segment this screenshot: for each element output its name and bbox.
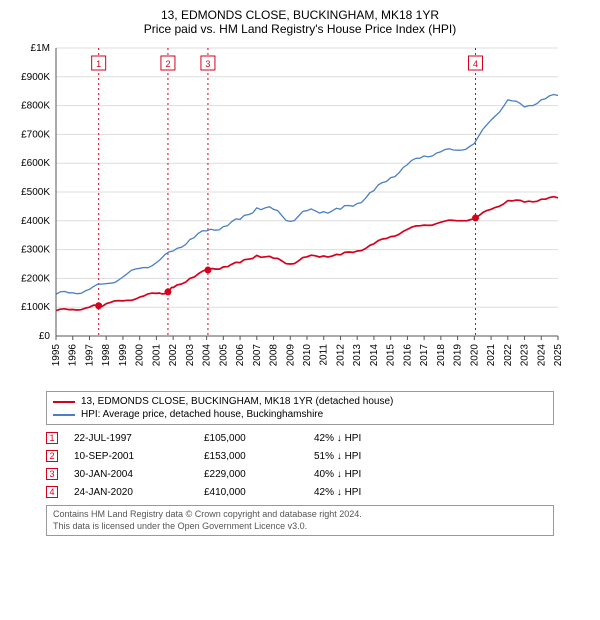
transaction-price: £105,000: [204, 433, 314, 444]
svg-text:2007: 2007: [252, 344, 263, 367]
svg-text:2009: 2009: [285, 344, 296, 367]
svg-text:2005: 2005: [218, 344, 229, 367]
svg-text:£900K: £900K: [21, 72, 50, 83]
svg-text:2006: 2006: [235, 344, 246, 367]
svg-text:2003: 2003: [185, 344, 196, 367]
svg-text:2012: 2012: [335, 344, 346, 367]
svg-text:2020: 2020: [469, 344, 480, 367]
svg-text:2013: 2013: [352, 344, 363, 367]
svg-text:1998: 1998: [101, 344, 112, 367]
price-chart: £0 £100K £200K £300K £400K £500K £600K £700K £80…: [10, 42, 590, 387]
svg-text:2017: 2017: [419, 344, 430, 367]
transaction-marker-4: 4: [46, 486, 58, 498]
legend-label-property: 13, EDMONDS CLOSE, BUCKINGHAM, MK18 1YR …: [81, 396, 393, 407]
svg-text:2018: 2018: [436, 344, 447, 367]
transaction-marker-3: 3: [46, 468, 58, 480]
svg-text:£0: £0: [39, 331, 51, 342]
svg-text:£500K: £500K: [21, 187, 50, 198]
transaction-price: £410,000: [204, 487, 314, 498]
table-row: 2 10-SEP-2001 £153,000 51% ↓ HPI: [46, 447, 554, 465]
legend-item-property: 13, EDMONDS CLOSE, BUCKINGHAM, MK18 1YR …: [53, 395, 547, 408]
svg-text:2002: 2002: [168, 344, 179, 367]
legend-swatch-hpi: [53, 414, 75, 416]
svg-text:1999: 1999: [118, 344, 129, 367]
transaction-date: 22-JUL-1997: [74, 433, 204, 444]
svg-text:2001: 2001: [151, 344, 162, 367]
svg-text:2000: 2000: [135, 344, 146, 367]
transaction-diff: 42% ↓ HPI: [314, 433, 361, 444]
svg-text:£300K: £300K: [21, 245, 50, 256]
svg-text:2014: 2014: [369, 344, 380, 367]
svg-text:2025: 2025: [553, 344, 564, 367]
transactions-table: 1 22-JUL-1997 £105,000 42% ↓ HPI 2 10-SE…: [46, 429, 554, 501]
svg-text:4: 4: [473, 59, 478, 69]
transaction-marker-2: 2: [46, 450, 58, 462]
svg-text:2024: 2024: [536, 344, 547, 367]
table-row: 4 24-JAN-2020 £410,000 42% ↓ HPI: [46, 483, 554, 501]
svg-text:2016: 2016: [402, 344, 413, 367]
svg-text:1996: 1996: [68, 344, 79, 367]
legend-swatch-property: [53, 401, 75, 403]
svg-text:£100K: £100K: [21, 302, 50, 313]
svg-text:2004: 2004: [202, 344, 213, 367]
svg-text:1: 1: [96, 59, 101, 69]
legend-item-hpi: HPI: Average price, detached house, Buck…: [53, 408, 547, 421]
legend-label-hpi: HPI: Average price, detached house, Buck…: [81, 409, 323, 420]
svg-text:£400K: £400K: [21, 216, 50, 227]
transaction-date: 10-SEP-2001: [74, 451, 204, 462]
svg-text:2019: 2019: [453, 344, 464, 367]
svg-text:2022: 2022: [503, 344, 514, 367]
table-row: 3 30-JAN-2004 £229,000 40% ↓ HPI: [46, 465, 554, 483]
svg-text:1997: 1997: [84, 344, 95, 367]
svg-text:2015: 2015: [386, 344, 397, 367]
svg-text:2010: 2010: [302, 344, 313, 367]
transaction-price: £153,000: [204, 451, 314, 462]
svg-text:2: 2: [165, 59, 170, 69]
svg-text:£200K: £200K: [21, 273, 50, 284]
svg-text:£1M: £1M: [31, 43, 50, 54]
svg-text:£700K: £700K: [21, 129, 50, 140]
svg-text:2008: 2008: [269, 344, 280, 367]
transaction-price: £229,000: [204, 469, 314, 480]
transaction-diff: 51% ↓ HPI: [314, 451, 361, 462]
footer-attribution: Contains HM Land Registry data © Crown c…: [46, 505, 554, 536]
footer-line2: This data is licensed under the Open Gov…: [53, 521, 547, 533]
svg-text:£800K: £800K: [21, 101, 50, 112]
transaction-diff: 40% ↓ HPI: [314, 469, 361, 480]
svg-text:2011: 2011: [319, 344, 330, 366]
svg-text:2021: 2021: [486, 344, 497, 367]
legend: 13, EDMONDS CLOSE, BUCKINGHAM, MK18 1YR …: [46, 391, 554, 425]
page-title-line2: Price paid vs. HM Land Registry's House …: [10, 22, 590, 36]
transaction-diff: 42% ↓ HPI: [314, 487, 361, 498]
page-title-line1: 13, EDMONDS CLOSE, BUCKINGHAM, MK18 1YR: [10, 8, 590, 22]
transaction-date: 30-JAN-2004: [74, 469, 204, 480]
transaction-date: 24-JAN-2020: [74, 487, 204, 498]
footer-line1: Contains HM Land Registry data © Crown c…: [53, 509, 547, 521]
transaction-marker-1: 1: [46, 432, 58, 444]
svg-text:2023: 2023: [520, 344, 531, 367]
table-row: 1 22-JUL-1997 £105,000 42% ↓ HPI: [46, 429, 554, 447]
svg-text:£600K: £600K: [21, 158, 50, 169]
chart-svg: £0 £100K £200K £300K £400K £500K £600K £700K £80…: [10, 42, 570, 382]
svg-text:3: 3: [205, 59, 210, 69]
svg-text:1995: 1995: [51, 344, 62, 367]
